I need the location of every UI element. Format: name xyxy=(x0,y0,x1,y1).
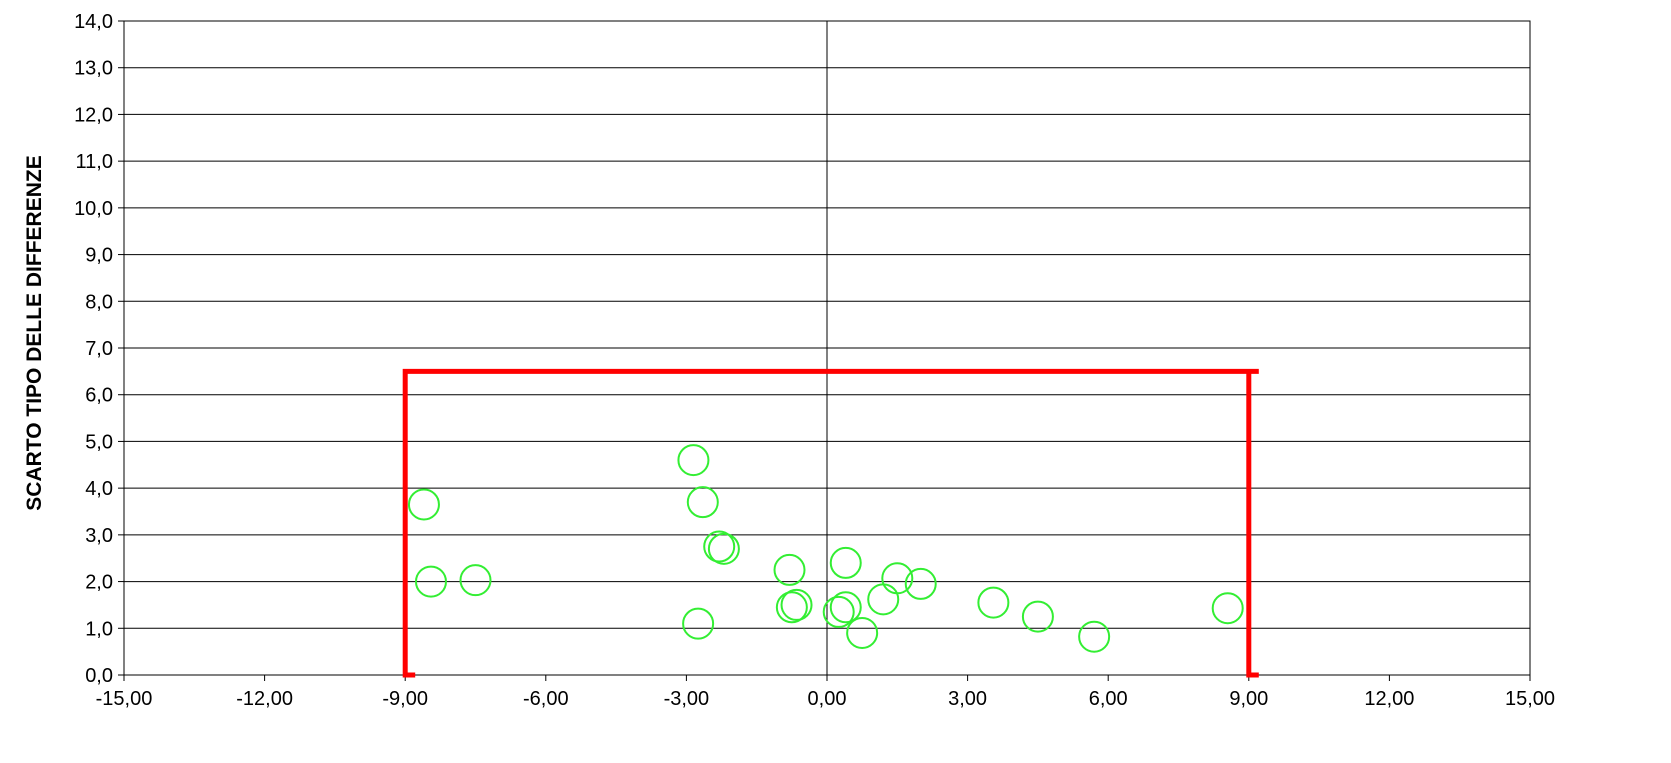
x-tick-label: -15,00 xyxy=(96,688,153,710)
y-tick-label: 14,0 xyxy=(74,11,113,33)
x-tick-labels: -15,00 -12,00 -9,00 -6,00 -3,00 0,00 3,00 6,00 9… xyxy=(96,688,1555,710)
y-tick-label: 3,0 xyxy=(85,525,113,547)
y-tick-label: 8,0 xyxy=(85,291,113,313)
data-point xyxy=(780,588,813,621)
y-tick-label: 5,0 xyxy=(85,431,113,453)
data-point xyxy=(829,591,862,624)
data-point xyxy=(977,586,1010,619)
x-tick-label: 15,00 xyxy=(1505,688,1555,710)
y-tick-label: 0,0 xyxy=(85,665,113,687)
data-point xyxy=(881,562,914,595)
axes xyxy=(118,20,1531,681)
y-tick-label: 10,0 xyxy=(74,198,113,220)
x-tick-label: -3,00 xyxy=(664,688,710,710)
x-tick-label: 12,00 xyxy=(1364,688,1414,710)
y-axis-label: SCARTO TIPO DELLE DIFFERENZE xyxy=(23,155,46,510)
x-tick-label: -12,00 xyxy=(236,688,293,710)
x-tick-label: 3,00 xyxy=(948,688,987,710)
x-tick-label: 6,00 xyxy=(1089,688,1128,710)
limit-right xyxy=(1246,371,1259,678)
data-point xyxy=(707,532,740,565)
y-tick-label: 6,0 xyxy=(85,385,113,407)
data-point xyxy=(459,564,492,597)
data-point xyxy=(904,567,937,600)
x-tick-label: 9,00 xyxy=(1229,688,1268,710)
limit-box xyxy=(402,368,1259,678)
data-point xyxy=(407,488,440,521)
y-tick-label: 2,0 xyxy=(85,572,113,594)
y-tick-label: 12,0 xyxy=(74,104,113,126)
data-point xyxy=(682,607,715,640)
data-point xyxy=(1078,620,1111,653)
limit-left-top xyxy=(402,368,1259,678)
y-tick-label: 11,0 xyxy=(76,151,113,173)
y-tick-label: 9,0 xyxy=(85,245,113,267)
y-tick-label: 1,0 xyxy=(85,618,113,640)
data-point xyxy=(686,486,719,519)
data-point xyxy=(773,553,806,586)
data-point xyxy=(775,591,808,624)
data-point xyxy=(677,444,710,477)
data-point xyxy=(1211,592,1244,625)
data-point xyxy=(1021,600,1054,633)
y-tick-label: 4,0 xyxy=(85,478,113,500)
data-points xyxy=(407,444,1244,653)
data-point xyxy=(846,616,879,649)
data-point xyxy=(703,530,736,563)
data-point xyxy=(829,546,862,579)
data-point xyxy=(414,565,447,598)
x-tick-label: -6,00 xyxy=(523,688,569,710)
data-point xyxy=(822,595,855,628)
x-tick-label: -9,00 xyxy=(382,688,428,710)
y-tick-labels: 0,0 1,0 2,0 3,0 4,0 5,0 6,0 7,0 8,0 9,0 10,0 11,0 12… xyxy=(74,11,113,687)
data-point xyxy=(867,583,900,616)
y-tick-label: 7,0 xyxy=(85,338,113,360)
y-tick-label: 13,0 xyxy=(74,58,113,80)
x-tick-label: 0,00 xyxy=(808,688,847,710)
